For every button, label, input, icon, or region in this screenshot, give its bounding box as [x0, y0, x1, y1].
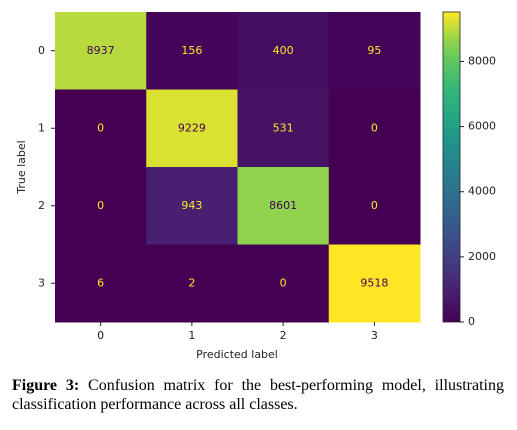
- chart: True label Predicted label 8937 156 400 95 0…: [15, 11, 496, 361]
- cell: [146, 167, 238, 245]
- colorbar-tick-label: 2000: [468, 250, 496, 263]
- colorbar: [442, 11, 461, 323]
- cell-label: 156: [181, 44, 202, 57]
- colorbar-tick-label: 4000: [468, 185, 496, 198]
- cell: [237, 244, 330, 323]
- x-tick-label: 2: [280, 329, 287, 342]
- cell: [146, 244, 238, 323]
- cell: [328, 167, 421, 245]
- cell-label: 9518: [360, 276, 388, 289]
- cell: [146, 89, 238, 168]
- cell: [328, 12, 421, 90]
- y-axis-label: True label: [15, 140, 28, 194]
- cell-label: 8937: [87, 44, 115, 57]
- x-axis-label: Predicted label: [196, 348, 278, 361]
- x-tick-label: 1: [188, 329, 195, 342]
- cell-label: 6: [97, 276, 104, 289]
- x-tick-label: 3: [371, 329, 378, 342]
- x-tick-label: 0: [97, 329, 104, 342]
- caption-text: Confusion matrix for the best-performing…: [12, 377, 504, 413]
- cell: [237, 89, 330, 168]
- cell-label: 0: [371, 199, 378, 212]
- caption: Figure 3: Confusion matrix for the best-…: [12, 376, 504, 414]
- colorbar-tick-label: 8000: [468, 54, 496, 67]
- cell-label: 0: [97, 199, 104, 212]
- cell: [146, 12, 238, 90]
- y-tick-label: 3: [38, 276, 45, 289]
- y-tick-label: 2: [38, 199, 45, 212]
- cell-label: 0: [97, 121, 104, 134]
- cell: [328, 89, 421, 168]
- cell-label: 9229: [178, 121, 206, 134]
- cell-label: 943: [181, 199, 202, 212]
- cell: [55, 89, 147, 168]
- cell: [55, 12, 147, 90]
- cell: [237, 12, 330, 90]
- caption-label: Figure 3:: [12, 377, 80, 394]
- y-tick-label: 0: [38, 44, 45, 57]
- colorbar-tick-label: 6000: [468, 120, 496, 133]
- cell: [55, 167, 147, 245]
- cell: [328, 244, 421, 323]
- cell-label: 531: [273, 121, 294, 134]
- cell: [55, 244, 147, 323]
- cell-label: 2: [188, 276, 195, 289]
- cell-label: 400: [273, 44, 294, 57]
- cell-label: 8601: [269, 199, 297, 212]
- cell-label: 0: [280, 276, 287, 289]
- cell-label: 95: [367, 44, 381, 57]
- colorbar-tick-label: 0: [468, 315, 475, 328]
- cell: [237, 167, 330, 245]
- cell-label: 0: [371, 121, 378, 134]
- y-tick-label: 1: [38, 121, 45, 134]
